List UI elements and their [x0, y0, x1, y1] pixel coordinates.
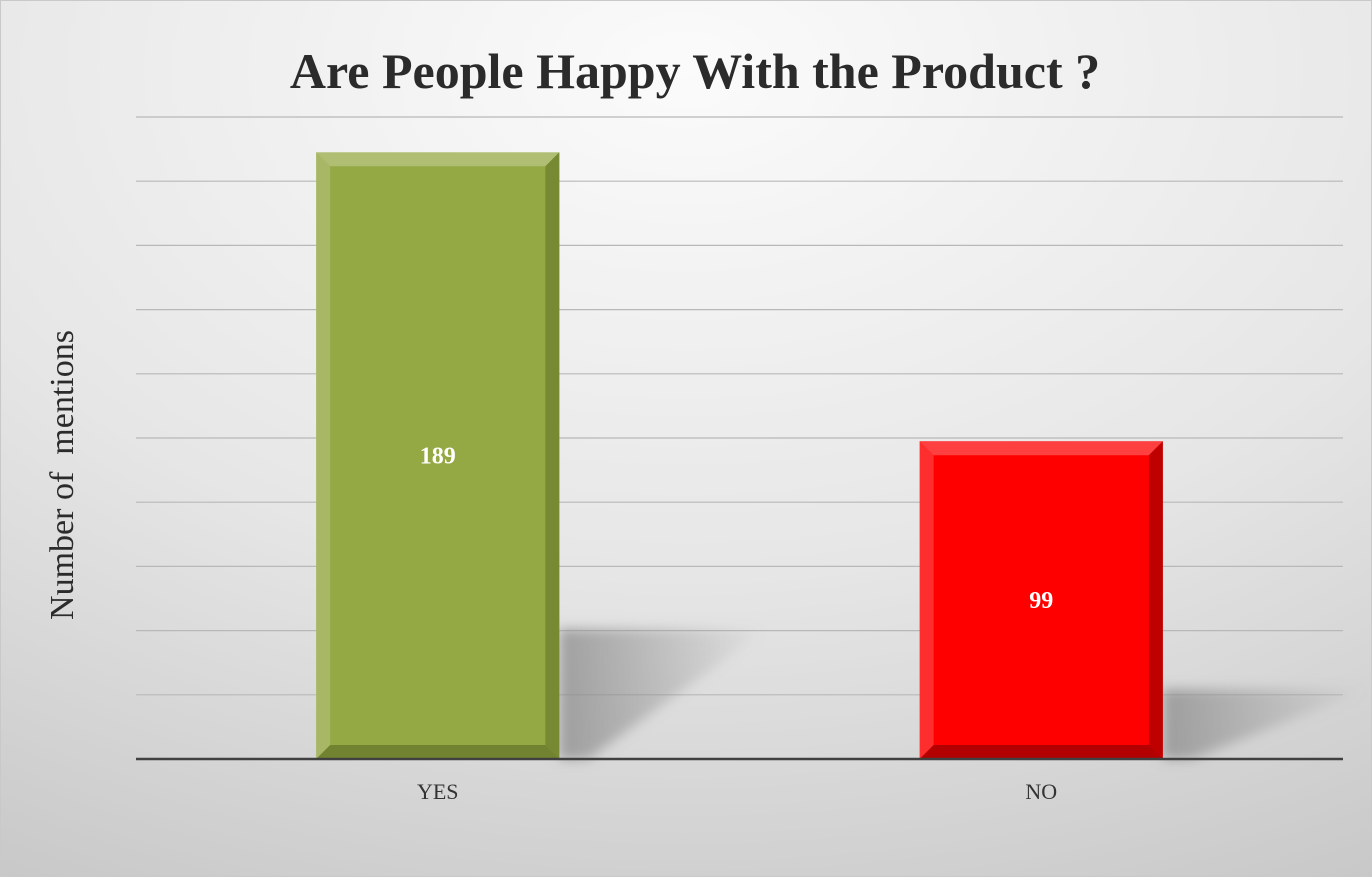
bar-bevel-right: [1148, 441, 1163, 759]
data-label: 189: [420, 444, 456, 470]
bar-face: [919, 441, 1163, 759]
x-tick-label: NO: [1025, 779, 1057, 804]
bar-face: [316, 152, 560, 759]
bar-shadow: [559, 629, 767, 759]
bar-bevel-top: [316, 152, 560, 167]
bar-bevel-left: [316, 152, 331, 759]
bar-bevel-bottom: [919, 745, 1163, 759]
chart-title: Are People Happy With the Product ?: [290, 43, 1100, 99]
bars: [316, 152, 1163, 759]
bar-bevel-top: [919, 441, 1163, 456]
x-tick-label: YES: [417, 779, 459, 804]
bar-no: [919, 441, 1163, 759]
labels: 189 YES 99 NO: [417, 444, 1057, 804]
y-axis-label: Number of mentions: [44, 330, 81, 620]
bar-bevel-right: [545, 152, 560, 759]
bar-yes: [316, 152, 560, 759]
bar-shadows: [559, 629, 1370, 759]
bar-bevel-bottom: [316, 745, 560, 759]
data-label: 99: [1029, 588, 1053, 614]
bar-bevel-left: [919, 441, 934, 759]
bar-shadow: [1162, 689, 1370, 759]
